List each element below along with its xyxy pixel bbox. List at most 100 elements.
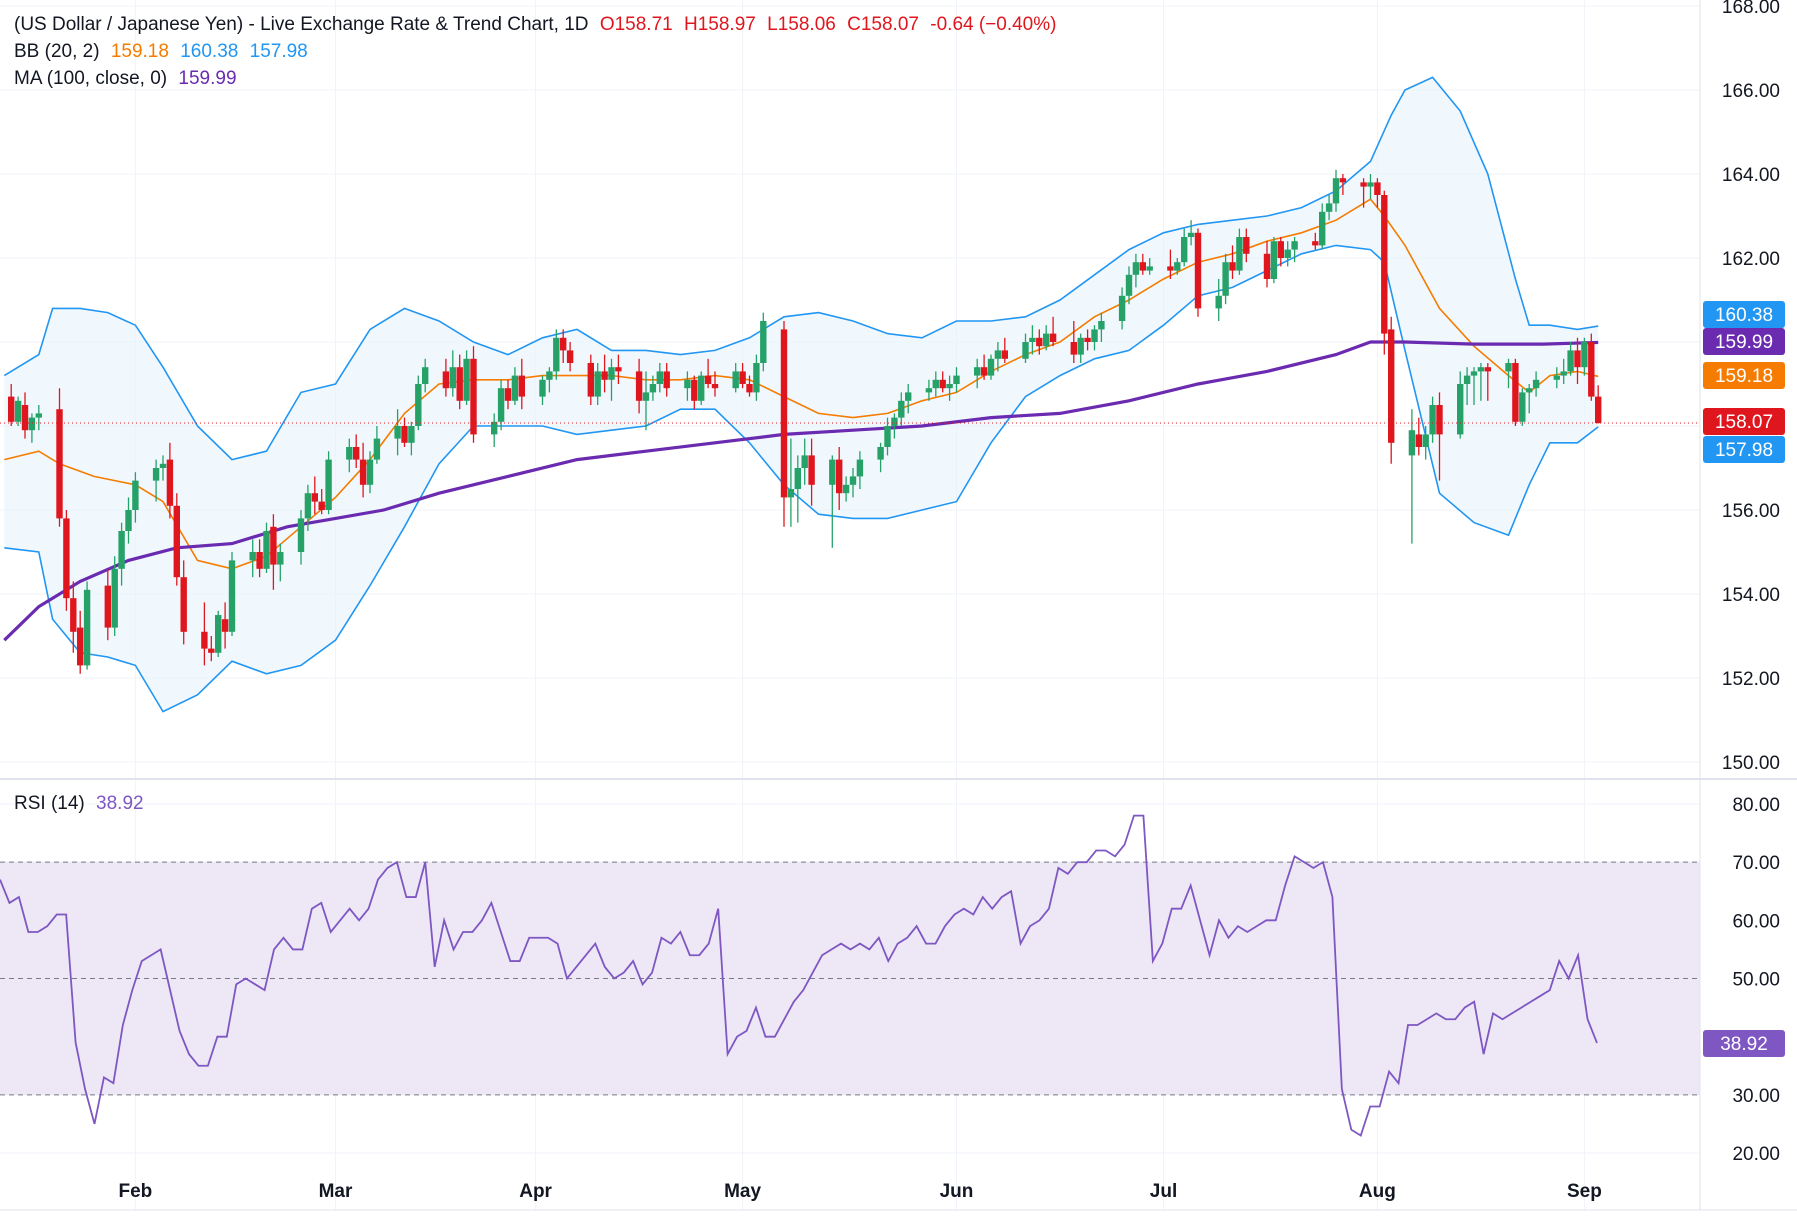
ohlc-low: L158.06 xyxy=(767,14,836,35)
candle-body xyxy=(1325,203,1333,212)
candle-body xyxy=(1581,342,1588,368)
candle-body xyxy=(698,375,705,401)
candle-body xyxy=(77,627,84,666)
candle-body xyxy=(1463,375,1471,384)
bb-basis-value: 159.18 xyxy=(110,41,169,62)
candle-body xyxy=(980,367,988,376)
candle-body xyxy=(1236,237,1243,271)
rsi-value: 38.92 xyxy=(96,793,144,814)
candle-body xyxy=(898,400,905,418)
candle-body xyxy=(753,363,760,393)
candle-body xyxy=(173,505,180,578)
chart-legend-main: (US Dollar / Japanese Yen) - Live Exchan… xyxy=(14,14,1062,36)
candle-body xyxy=(125,510,132,531)
ohlc-open: O158.71 xyxy=(600,14,673,35)
time-tick-label: Mar xyxy=(319,1181,353,1202)
price-tick-label: 168.00 xyxy=(1722,0,1780,18)
candle-body xyxy=(1367,182,1374,187)
candle-body xyxy=(208,648,215,653)
candle-body xyxy=(373,438,381,460)
rsi-tick-label: 20.00 xyxy=(1732,1144,1780,1165)
bb-upper-line xyxy=(3,76,1599,461)
candle-body xyxy=(1084,337,1091,342)
candle-body xyxy=(953,375,960,384)
candle-body xyxy=(539,379,546,397)
candle-body xyxy=(780,329,788,498)
candle-body xyxy=(932,379,939,389)
candle-body xyxy=(1595,396,1602,424)
candle-body xyxy=(836,459,843,494)
candle-body xyxy=(297,518,305,552)
candle-body xyxy=(849,476,857,485)
candle-body xyxy=(1374,182,1381,195)
time-tick-label: May xyxy=(724,1181,761,1202)
price-badge-label: 157.98 xyxy=(1715,440,1773,461)
price-badge xyxy=(1703,328,1785,355)
candle-body xyxy=(132,480,139,510)
candle-body xyxy=(511,375,519,401)
candle-body xyxy=(415,384,422,426)
candle-body xyxy=(684,379,691,389)
candle-body xyxy=(35,413,42,418)
candle-body xyxy=(1360,182,1367,187)
candle-body xyxy=(642,392,650,401)
ma-100-line xyxy=(3,340,1599,642)
candle-body xyxy=(787,489,795,498)
candle-body xyxy=(1049,333,1057,342)
bb-legend[interactable]: BB (20, 2) 159.18 160.38 157.98 xyxy=(14,41,314,63)
candle-body xyxy=(601,371,608,380)
rsi-badge xyxy=(1703,1029,1785,1057)
candle-body xyxy=(1291,241,1298,250)
candle-body xyxy=(905,392,912,401)
candlesticks xyxy=(8,169,1602,674)
candle-body xyxy=(925,388,933,393)
rsi-tick-label: 30.00 xyxy=(1732,1086,1780,1107)
candle-body xyxy=(166,459,174,506)
candle-body xyxy=(608,367,615,380)
candle-body xyxy=(1512,363,1519,422)
candle-body xyxy=(801,455,808,468)
bb-upper-value: 160.38 xyxy=(180,41,239,62)
candle-body xyxy=(1077,337,1084,355)
candle-body xyxy=(1125,274,1133,296)
candle-body xyxy=(1243,237,1250,254)
candle-body xyxy=(1139,262,1146,271)
time-axis[interactable]: Feb Mar Apr May Jun Jul Aug Sep xyxy=(119,1181,1602,1202)
candle-body xyxy=(442,371,450,389)
candle-body xyxy=(842,484,850,494)
price-badge-label: 160.38 xyxy=(1715,305,1773,326)
ma-legend[interactable]: MA (100, close, 0) 159.99 xyxy=(14,68,243,90)
price-tick-label: 152.00 xyxy=(1722,669,1780,690)
candle-body xyxy=(1470,371,1478,376)
candle-body xyxy=(1132,262,1140,275)
open-label: O xyxy=(599,14,615,35)
candle-body xyxy=(1263,253,1271,279)
candle-body xyxy=(270,526,277,565)
time-tick-label: Jun xyxy=(940,1181,974,1202)
candle-body xyxy=(70,598,77,632)
candle-body xyxy=(201,631,208,649)
candle-body xyxy=(546,371,553,380)
candle-body xyxy=(877,447,884,460)
rsi-line xyxy=(0,814,1598,1137)
candle-body xyxy=(1332,178,1340,204)
candle-body xyxy=(56,409,63,519)
rsi-legend[interactable]: RSI (14) 38.92 xyxy=(14,793,150,815)
candle-body xyxy=(215,615,222,653)
candle-body xyxy=(504,388,512,401)
candle-body xyxy=(891,417,898,426)
candle-body xyxy=(939,379,946,389)
close-label: C xyxy=(847,14,861,35)
candle-body xyxy=(159,463,167,468)
candle-body xyxy=(256,552,263,569)
candle-body xyxy=(277,552,284,565)
candle-body xyxy=(1029,337,1036,342)
candle-body xyxy=(83,589,91,666)
rsi-badge-label: 38.92 xyxy=(1720,1034,1768,1055)
candle-body xyxy=(318,501,325,510)
candle-body xyxy=(946,384,953,389)
candle-body xyxy=(1519,392,1526,422)
candle-body xyxy=(884,426,891,447)
candle-body xyxy=(746,384,753,393)
price-badge xyxy=(1703,301,1785,328)
